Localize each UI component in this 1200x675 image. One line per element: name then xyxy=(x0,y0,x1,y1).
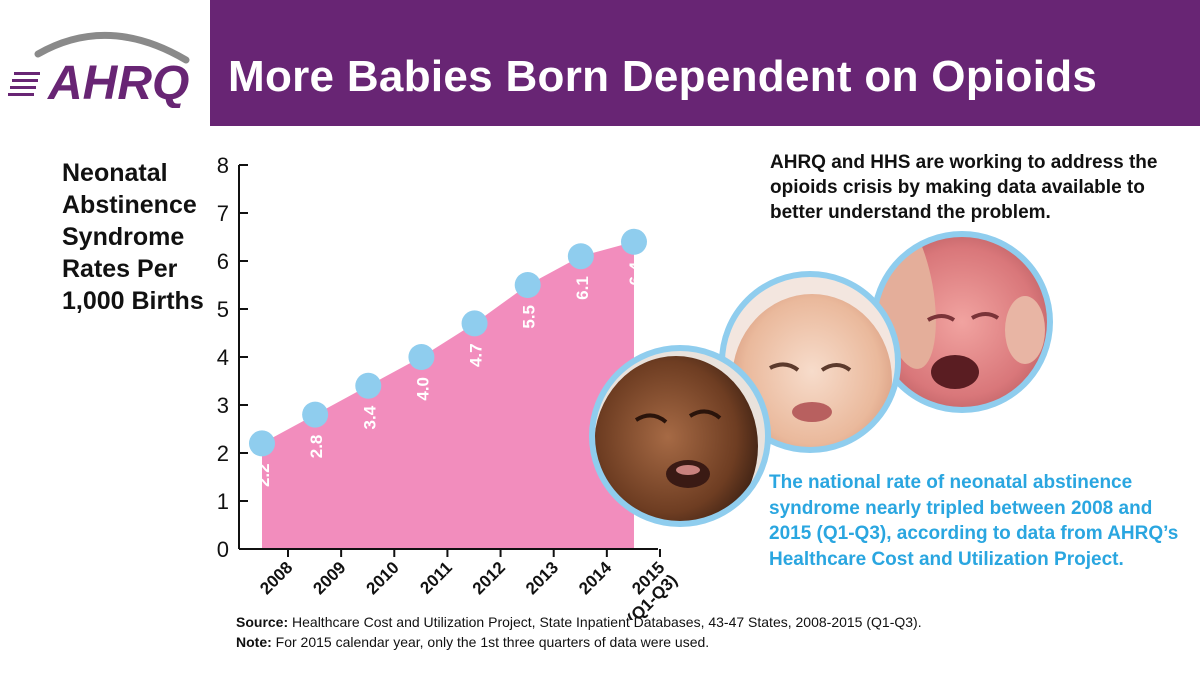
area-fill xyxy=(262,241,634,550)
data-label: 2.8 xyxy=(307,435,326,459)
baby-photo-2 xyxy=(719,271,901,453)
y-tick-label: 4 xyxy=(217,345,229,370)
data-point xyxy=(408,344,435,370)
y-tick-label: 5 xyxy=(217,297,229,322)
data-point xyxy=(249,430,275,457)
data-point xyxy=(514,272,541,298)
data-label: 2.2 xyxy=(254,463,273,487)
data-point xyxy=(302,401,329,428)
data-label: 3.4 xyxy=(360,405,379,429)
note-text: For 2015 calendar year, only the 1st thr… xyxy=(271,634,710,650)
logo-text: AHRQ xyxy=(47,57,189,108)
source-note: Source: Healthcare Cost and Utilization … xyxy=(236,612,1136,652)
data-point xyxy=(567,243,594,270)
title-banner: More Babies Born Dependent on Opioids xyxy=(210,0,1200,126)
data-point xyxy=(355,372,382,399)
baby-photos xyxy=(589,231,1053,527)
data-label: 4.7 xyxy=(467,343,486,367)
y-tick-label: 3 xyxy=(217,393,229,418)
y-tick-label: 2 xyxy=(217,441,229,466)
intro-text: AHRQ and HHS are working to address the … xyxy=(770,152,1158,223)
callout-text: The national rate of neonatal abstinence… xyxy=(769,472,1179,570)
data-label: 5.5 xyxy=(520,305,539,329)
data-point xyxy=(620,228,647,255)
data-label: 4.0 xyxy=(413,377,432,401)
note-label: Note: xyxy=(236,634,272,650)
ahrq-logo: AHRQ xyxy=(8,31,190,108)
note-line: Note: For 2015 calendar year, only the 1… xyxy=(236,632,1136,652)
data-label: 6.4 xyxy=(626,261,645,285)
source-line: Source: Healthcare Cost and Utilization … xyxy=(236,612,1136,632)
y-axis-label: Neonatal Abstinence Syndrome Rates Per 1… xyxy=(62,159,204,315)
source-text: Healthcare Cost and Utilization Project,… xyxy=(288,614,922,630)
y-tick-label: 7 xyxy=(217,201,229,226)
page-title: More Babies Born Dependent on Opioids xyxy=(228,52,1098,101)
data-point xyxy=(461,310,488,337)
y-tick-label: 6 xyxy=(217,249,229,274)
y-tick-label: 1 xyxy=(217,489,229,514)
y-tick-label: 0 xyxy=(217,537,229,562)
data-label: 6.1 xyxy=(573,276,592,300)
baby-photo-1 xyxy=(589,345,771,527)
source-label: Source: xyxy=(236,614,289,630)
y-tick-label: 8 xyxy=(217,153,229,178)
